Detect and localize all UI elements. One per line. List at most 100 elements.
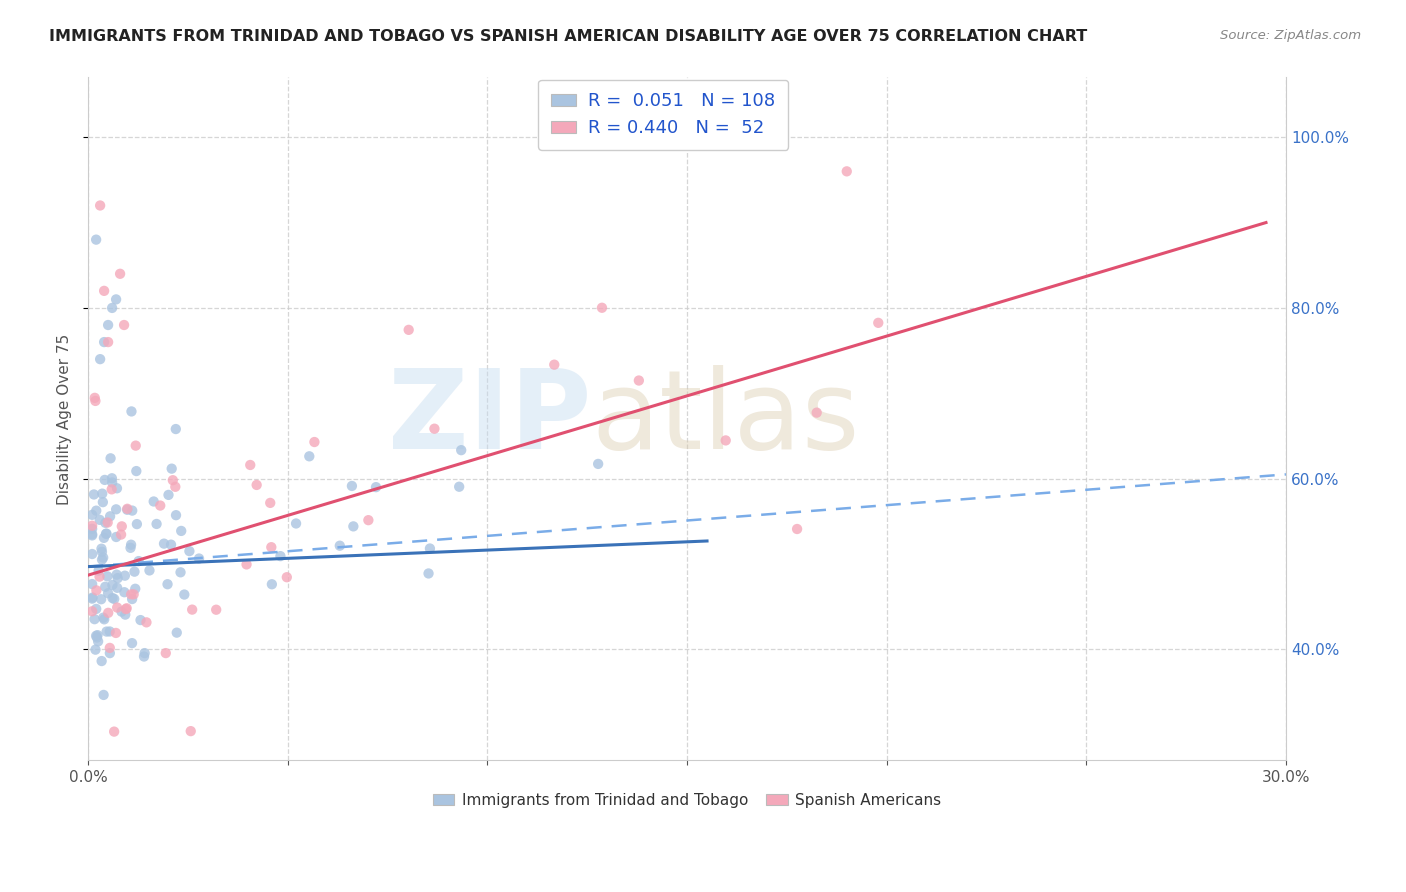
Point bbox=[84, 393, 107, 408]
Point bbox=[162, 473, 184, 487]
Point bbox=[82, 591, 104, 606]
Point bbox=[115, 602, 138, 616]
Point bbox=[135, 615, 157, 630]
Point bbox=[129, 613, 152, 627]
Text: atlas: atlas bbox=[592, 366, 859, 473]
Point bbox=[91, 550, 114, 565]
Point bbox=[93, 334, 115, 349]
Point bbox=[82, 518, 104, 533]
Point bbox=[103, 591, 125, 606]
Point bbox=[105, 481, 128, 495]
Point bbox=[181, 602, 204, 616]
Point bbox=[82, 591, 104, 605]
Point bbox=[84, 602, 107, 616]
Point bbox=[117, 501, 139, 516]
Point bbox=[170, 524, 193, 538]
Point bbox=[115, 601, 138, 615]
Point bbox=[86, 583, 108, 598]
Point bbox=[160, 538, 183, 552]
Point bbox=[91, 552, 114, 566]
Point bbox=[94, 516, 117, 530]
Legend: Immigrants from Trinidad and Tobago, Spanish Americans: Immigrants from Trinidad and Tobago, Spa… bbox=[426, 787, 948, 814]
Point bbox=[165, 508, 187, 523]
Point bbox=[149, 499, 172, 513]
Point bbox=[91, 486, 114, 500]
Point bbox=[101, 471, 124, 485]
Point bbox=[449, 480, 471, 494]
Point bbox=[97, 516, 120, 530]
Point bbox=[111, 519, 134, 533]
Point bbox=[97, 318, 120, 332]
Point bbox=[714, 434, 737, 448]
Point bbox=[84, 629, 107, 643]
Point bbox=[342, 519, 364, 533]
Point bbox=[90, 545, 112, 559]
Point bbox=[591, 301, 613, 315]
Point bbox=[112, 318, 135, 332]
Point bbox=[112, 585, 135, 599]
Point bbox=[340, 479, 363, 493]
Point bbox=[82, 577, 104, 591]
Point bbox=[110, 605, 132, 619]
Point bbox=[259, 496, 281, 510]
Point bbox=[269, 549, 291, 563]
Point bbox=[543, 358, 565, 372]
Point bbox=[101, 475, 124, 490]
Point bbox=[125, 517, 148, 532]
Point bbox=[124, 582, 146, 596]
Point bbox=[125, 464, 148, 478]
Point bbox=[169, 566, 191, 580]
Point bbox=[89, 352, 111, 367]
Point bbox=[94, 526, 117, 541]
Y-axis label: Disability Age Over 75: Disability Age Over 75 bbox=[58, 334, 72, 505]
Point bbox=[450, 443, 472, 458]
Point bbox=[153, 536, 176, 550]
Point bbox=[100, 451, 122, 466]
Point bbox=[120, 541, 142, 555]
Point bbox=[98, 640, 121, 655]
Point bbox=[101, 301, 124, 315]
Point bbox=[86, 631, 108, 645]
Point bbox=[160, 461, 183, 475]
Point bbox=[82, 522, 104, 536]
Point bbox=[627, 374, 650, 388]
Point bbox=[165, 480, 187, 494]
Point bbox=[835, 164, 858, 178]
Point bbox=[82, 528, 104, 542]
Point bbox=[96, 569, 118, 583]
Point bbox=[105, 502, 128, 516]
Point bbox=[103, 724, 125, 739]
Point bbox=[98, 509, 121, 524]
Point bbox=[105, 567, 128, 582]
Point bbox=[101, 591, 124, 605]
Point bbox=[419, 541, 441, 556]
Point bbox=[121, 592, 143, 607]
Point bbox=[142, 494, 165, 508]
Point bbox=[96, 624, 118, 639]
Point bbox=[329, 539, 352, 553]
Point bbox=[157, 488, 180, 502]
Point bbox=[806, 406, 828, 420]
Point bbox=[145, 516, 167, 531]
Point bbox=[122, 587, 145, 601]
Point bbox=[586, 457, 609, 471]
Point bbox=[205, 603, 228, 617]
Point bbox=[128, 554, 150, 568]
Point bbox=[166, 625, 188, 640]
Point bbox=[188, 551, 211, 566]
Point bbox=[105, 600, 128, 615]
Point bbox=[276, 570, 298, 584]
Point bbox=[134, 646, 156, 660]
Point bbox=[97, 586, 120, 600]
Point bbox=[121, 503, 143, 517]
Point bbox=[82, 527, 104, 541]
Point bbox=[239, 458, 262, 472]
Point bbox=[124, 565, 146, 579]
Point bbox=[98, 624, 121, 639]
Point bbox=[105, 581, 128, 595]
Point bbox=[132, 649, 155, 664]
Point bbox=[105, 530, 128, 544]
Point bbox=[84, 233, 107, 247]
Point bbox=[96, 526, 118, 541]
Point bbox=[868, 316, 890, 330]
